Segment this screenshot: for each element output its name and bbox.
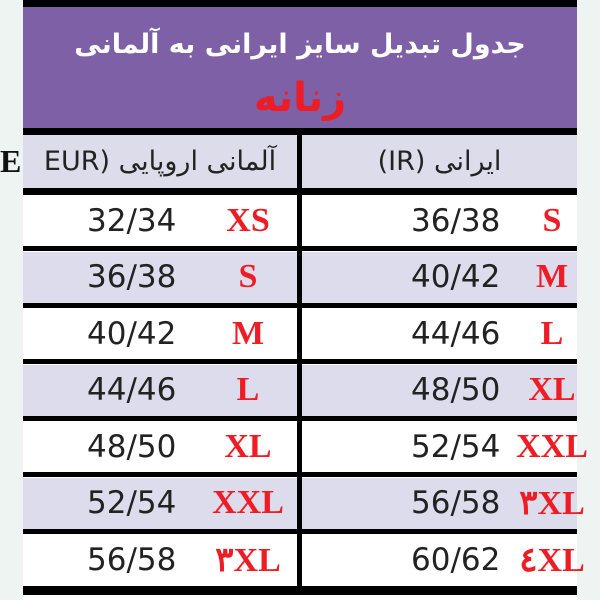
iranian-size: L bbox=[540, 314, 564, 352]
iranian-size: XXL bbox=[516, 427, 588, 465]
iranian-value: 48/50 bbox=[411, 372, 501, 408]
column-divider bbox=[297, 135, 302, 590]
bottom-border bbox=[23, 586, 577, 595]
header-iranian: ایرانی (IR) bbox=[302, 135, 577, 188]
divider bbox=[23, 128, 577, 135]
table-title: جدول تبدیل سایز ایرانی به آلمانی bbox=[74, 29, 526, 60]
iranian-value: 44/46 bbox=[411, 315, 501, 352]
iranian-size: S bbox=[542, 201, 562, 239]
german-value: 56/58 bbox=[87, 541, 177, 578]
iranian-size: ٤XL bbox=[519, 541, 585, 579]
german-value: 32/34 bbox=[87, 202, 177, 239]
german-size: M bbox=[231, 314, 265, 352]
title-band: جدول تبدیل سایز ایرانی به آلمانی زنانه bbox=[23, 7, 577, 128]
german-value: 40/42 bbox=[87, 315, 177, 352]
iranian-size: ۳XL bbox=[519, 485, 585, 522]
header-german: آلمانی اروپایی (EUR bbox=[23, 135, 297, 188]
eur-overlay-text: E bbox=[0, 143, 22, 179]
german-value: 48/50 bbox=[87, 428, 177, 465]
iranian-size: XL bbox=[528, 371, 576, 408]
size-conversion-table: جدول تبدیل سایز ایرانی به آلمانی زنانه آ… bbox=[23, 0, 588, 600]
german-value: 44/46 bbox=[87, 372, 177, 408]
german-size: ۳XL bbox=[215, 541, 281, 579]
table-row: 56/58 ۳XL 60/62 ٤XL bbox=[23, 534, 585, 585]
top-border bbox=[23, 0, 577, 7]
table-row: 48/50 XL 52/54 XXL bbox=[23, 421, 588, 472]
german-size: XXL bbox=[212, 484, 284, 521]
iranian-value: 52/54 bbox=[411, 428, 501, 465]
iranian-value: 60/62 bbox=[411, 541, 501, 578]
table-row: 32/34 XS 36/38 S bbox=[23, 195, 577, 246]
german-size: L bbox=[236, 371, 260, 408]
iranian-value: 40/42 bbox=[411, 259, 501, 295]
table-subtitle: زنانه bbox=[253, 75, 347, 121]
german-value: 36/38 bbox=[87, 259, 177, 295]
iranian-value: 36/38 bbox=[411, 202, 501, 239]
iranian-size: M bbox=[535, 258, 569, 295]
iranian-value: 56/58 bbox=[411, 485, 501, 521]
table-row: 40/42 M 44/46 L bbox=[23, 308, 577, 359]
german-size: S bbox=[238, 258, 258, 295]
german-size: XL bbox=[224, 427, 272, 465]
german-value: 52/54 bbox=[87, 485, 177, 521]
german-size: XS bbox=[226, 201, 270, 239]
